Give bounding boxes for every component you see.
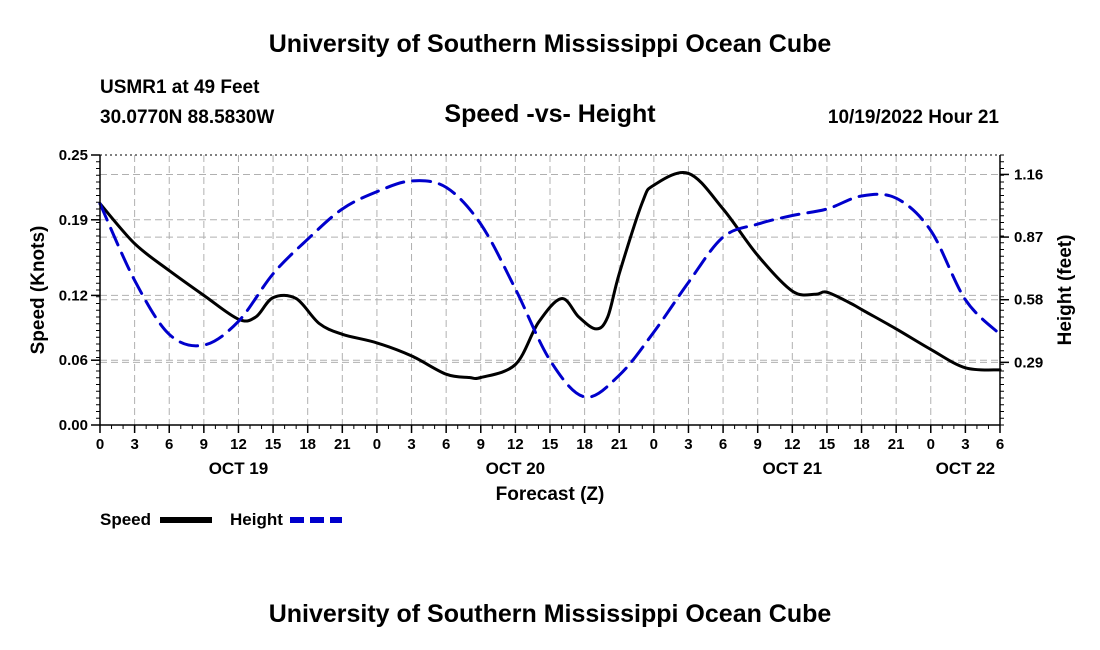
x-day-label: OCT 20 <box>486 459 546 478</box>
y-tick-label: 0.19 <box>59 212 88 229</box>
chart-title: Speed -vs- Height <box>444 100 656 128</box>
y2-tick-label: 0.29 <box>1014 354 1043 371</box>
y2-axis-title: Height (feet) <box>1055 235 1076 346</box>
footer-title: University of Southern Mississippi Ocean… <box>268 600 832 628</box>
x-tick-label: 0 <box>373 436 381 453</box>
x-tick-label: 18 <box>576 436 593 453</box>
station-label: USMR1 at 49 Feet <box>100 77 260 98</box>
x-tick-label: 15 <box>819 436 836 453</box>
x-tick-label: 12 <box>784 436 801 453</box>
legend-label-speed: Speed <box>100 510 151 529</box>
x-tick-label: 15 <box>542 436 559 453</box>
axis-layer: 0 3 6 9 12 15 18 21 0 3 6 9 12 15 18 21 0 3 6 9 12 15 18 21 0 3 6O… <box>59 147 1043 478</box>
x-tick-label: 9 <box>477 436 485 453</box>
x-tick-label: 12 <box>230 436 247 453</box>
y-tick-label: 0.06 <box>59 352 88 369</box>
x-day-label: OCT 22 <box>936 459 996 478</box>
y2-tick-label: 1.16 <box>1014 166 1043 183</box>
x-tick-label: 9 <box>754 436 762 453</box>
legend-label-height: Height <box>230 510 283 529</box>
x-tick-label: 18 <box>853 436 870 453</box>
series-layer <box>98 171 1002 399</box>
x-tick-label: 6 <box>442 436 450 453</box>
x-tick-label: 6 <box>996 436 1004 453</box>
y2-tick-label: 0.87 <box>1014 229 1043 246</box>
x-tick-label: 21 <box>888 436 905 453</box>
y2-tick-label: 0.58 <box>1014 292 1043 309</box>
x-tick-label: 0 <box>650 436 658 453</box>
x-tick-label: 18 <box>299 436 316 453</box>
grid-layer <box>100 155 1000 425</box>
x-day-label: OCT 19 <box>209 459 269 478</box>
x-axis-title: Forecast (Z) <box>496 484 605 505</box>
series-line-height <box>98 179 1002 399</box>
x-tick-label: 0 <box>96 436 104 453</box>
x-tick-label: 12 <box>507 436 524 453</box>
forecast-datetime: 10/19/2022 Hour 21 <box>827 107 999 128</box>
x-tick-label: 21 <box>334 436 351 453</box>
x-tick-label: 3 <box>961 436 969 453</box>
x-day-label: OCT 21 <box>763 459 823 478</box>
y-tick-label: 0.00 <box>59 417 88 434</box>
y-axis-title: Speed (Knots) <box>28 226 49 355</box>
y-tick-label: 0.25 <box>59 147 88 164</box>
x-tick-label: 21 <box>611 436 628 453</box>
label-layer: Forecast (Z) Speed (Knots) Height (feet) <box>28 226 1076 505</box>
page-title: University of Southern Mississippi Ocean… <box>268 30 832 58</box>
x-tick-label: 3 <box>130 436 138 453</box>
series-line-speed <box>98 171 1002 381</box>
station-coordinates: 30.0770N 88.5830W <box>100 107 275 128</box>
x-tick-label: 6 <box>165 436 173 453</box>
x-tick-label: 15 <box>265 436 282 453</box>
x-tick-label: 0 <box>927 436 935 453</box>
x-tick-label: 3 <box>684 436 692 453</box>
y-tick-label: 0.12 <box>59 287 88 304</box>
x-tick-label: 9 <box>200 436 208 453</box>
legend: Speed Height <box>100 510 342 529</box>
x-tick-label: 3 <box>407 436 415 453</box>
x-tick-label: 6 <box>719 436 727 453</box>
